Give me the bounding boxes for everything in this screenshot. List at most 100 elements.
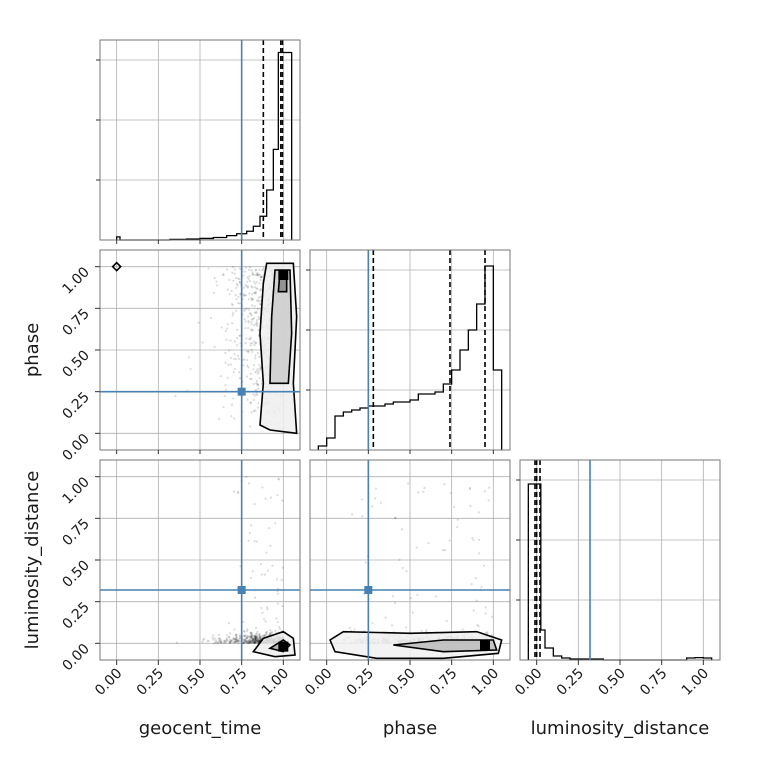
- scatter-point-geocent_time-phase-305: [231, 304, 234, 307]
- scatter-point-geocent_time-luminosity_distance-232: [251, 634, 254, 637]
- scatter-point-geocent_time-luminosity_distance-115: [280, 579, 283, 582]
- scatter-point-geocent_time-phase-490: [189, 367, 192, 370]
- scatter-point-geocent_time-phase-612: [255, 281, 258, 284]
- scatter-point-geocent_time-phase-296: [235, 358, 238, 361]
- scatter-point-geocent_time-phase-558: [256, 372, 259, 375]
- scatter-point-geocent_time-luminosity_distance-234: [229, 640, 233, 643]
- scatter-point-geocent_time-luminosity_distance-543: [252, 638, 255, 641]
- scatter-point-geocent_time-luminosity_distance-53: [234, 637, 238, 641]
- scatter-point-geocent_time-luminosity_distance-224: [237, 640, 240, 643]
- scatter-point-geocent_time-luminosity_distance-420: [232, 637, 236, 640]
- ytick-label-phase-1: 0.25: [59, 389, 92, 422]
- scatter-point-phase-luminosity_distance-240: [491, 615, 494, 618]
- xtick-label-phase-3: 0.75: [427, 666, 460, 699]
- scatter-point-geocent_time-phase-246: [222, 406, 225, 409]
- scatter-point-geocent_time-phase-469: [242, 364, 245, 367]
- scatter-point-geocent_time-phase-235: [245, 285, 248, 288]
- scatter-point-geocent_time-luminosity_distance-63: [265, 633, 268, 636]
- scatter-point-geocent_time-phase-11: [251, 317, 254, 321]
- scatter-point-geocent_time-luminosity_distance-130: [256, 630, 259, 633]
- scatter-point-geocent_time-luminosity_distance-196: [246, 639, 250, 642]
- scatter-point-geocent_time-phase-150: [255, 369, 258, 372]
- scatter-point-phase-luminosity_distance-384: [472, 609, 475, 612]
- scatter-point-geocent_time-luminosity_distance-478: [248, 641, 252, 644]
- scatter-point-geocent_time-phase-475: [236, 344, 239, 347]
- scatter-point-geocent_time-phase-422: [247, 327, 250, 330]
- scatter-point-geocent_time-luminosity_distance-282: [252, 641, 255, 644]
- scatter-point-geocent_time-phase-308: [258, 268, 261, 272]
- scatter-point-geocent_time-luminosity_distance-231: [251, 641, 255, 644]
- scatter-point-geocent_time-luminosity_distance-317: [233, 490, 236, 493]
- scatter-point-phase-luminosity_distance-427: [482, 564, 486, 568]
- scatter-point-geocent_time-phase-599: [259, 288, 262, 291]
- scatter-point-geocent_time-phase-18: [250, 329, 253, 332]
- scatter-point-geocent_time-luminosity_distance-578: [249, 631, 253, 634]
- scatter-point-geocent_time-phase-221: [262, 268, 265, 271]
- density-peak-phase-luminosity_distance: [480, 640, 490, 650]
- xtick-label-geocent_time-2: 0.50: [175, 666, 208, 699]
- scatter-point-geocent_time-luminosity_distance-23: [252, 641, 255, 644]
- scatter-point-geocent_time-luminosity_distance-57: [226, 633, 229, 637]
- scatter-point-geocent_time-luminosity_distance-564: [274, 522, 277, 525]
- scatter-point-geocent_time-phase-476: [224, 351, 227, 355]
- scatter-point-geocent_time-luminosity_distance-491: [255, 641, 259, 644]
- ytick-label-luminosity_distance-1: 0.25: [59, 599, 92, 632]
- scatter-point-phase-luminosity_distance-397: [471, 536, 474, 540]
- scatter-point-geocent_time-phase-306: [260, 275, 263, 278]
- grid-layer: [100, 40, 720, 660]
- scatter-point-geocent_time-luminosity_distance-636: [256, 639, 259, 642]
- scatter-point-geocent_time-phase-352: [254, 291, 257, 294]
- scatter-point-geocent_time-luminosity_distance-533: [269, 496, 272, 499]
- scatter-point-geocent_time-luminosity_distance-292: [253, 596, 257, 599]
- scatter-point-geocent_time-luminosity_distance-193: [260, 606, 263, 609]
- scatter-point-geocent_time-phase-585: [229, 339, 232, 342]
- scatter-point-geocent_time-luminosity_distance-295: [214, 639, 217, 642]
- scatter-point-geocent_time-phase-472: [256, 393, 259, 397]
- scatter-point-phase-luminosity_distance-179: [379, 501, 383, 504]
- scatter-point-phase-luminosity_distance-354: [455, 526, 459, 529]
- scatter-point-geocent_time-phase-219: [230, 357, 233, 360]
- scatter-point-geocent_time-phase-242: [253, 343, 256, 347]
- scatter-point-geocent_time-phase-493: [254, 354, 257, 357]
- scatter-point-geocent_time-luminosity_distance-343: [263, 573, 266, 576]
- truth-marker-geocent_time-luminosity_distance: [237, 586, 246, 594]
- scatter-point-geocent_time-luminosity_distance-545: [254, 641, 257, 644]
- scatter-point-geocent_time-luminosity_distance-251: [247, 539, 250, 542]
- scatter-point-geocent_time-phase-375: [244, 283, 247, 286]
- scatter-point-geocent_time-luminosity_distance-552: [217, 633, 221, 636]
- scatter-point-geocent_time-luminosity_distance-116: [255, 635, 258, 638]
- scatter-point-phase-luminosity_distance-164: [411, 611, 415, 614]
- scatter-point-geocent_time-phase-451: [252, 393, 255, 396]
- scatter-point-geocent_time-phase-101: [258, 317, 261, 321]
- scatter-point-phase-luminosity_distance-78: [477, 511, 480, 514]
- scatter-point-phase-luminosity_distance-525: [488, 486, 491, 489]
- scatter-point-geocent_time-phase-316: [224, 361, 227, 364]
- scatter-point-geocent_time-luminosity_distance-316: [254, 635, 257, 638]
- scatter-point-geocent_time-phase-372: [232, 371, 235, 374]
- scatter-point-geocent_time-phase-495: [255, 341, 258, 344]
- scatter-point-geocent_time-luminosity_distance-408: [261, 611, 264, 615]
- scatter-point-geocent_time-luminosity_distance-396: [259, 637, 262, 640]
- scatter-point-geocent_time-luminosity_distance-277: [253, 641, 256, 645]
- scatter-point-geocent_time-luminosity_distance-270: [252, 638, 255, 641]
- scatter-point-geocent_time-luminosity_distance-425: [250, 635, 253, 639]
- scatter-point-geocent_time-phase-480: [250, 297, 253, 300]
- scatter-point-geocent_time-luminosity_distance-639: [256, 640, 260, 643]
- scatter-point-phase-luminosity_distance-168: [394, 516, 397, 520]
- scatter-point-phase-luminosity_distance-18: [478, 538, 481, 541]
- scatter-point-geocent_time-phase-545: [253, 286, 257, 289]
- scatter-point-geocent_time-luminosity_distance-628: [254, 635, 257, 638]
- scatter-point-geocent_time-phase-120: [255, 299, 259, 302]
- scatter-point-phase-luminosity_distance-169: [469, 504, 472, 508]
- scatter-point-geocent_time-phase-634: [249, 372, 252, 375]
- histogram-luminosity_distance: [527, 483, 713, 661]
- scatter-point-geocent_time-luminosity_distance-44: [266, 608, 269, 611]
- scatter-point-geocent_time-phase-78: [256, 273, 259, 277]
- scatter-point-geocent_time-phase-272: [231, 322, 234, 325]
- scatter-point-geocent_time-phase-332: [235, 309, 238, 312]
- scatter-point-geocent_time-phase-137: [255, 324, 259, 327]
- scatter-point-geocent_time-phase-334: [254, 341, 257, 345]
- scatter-point-geocent_time-phase-516: [255, 382, 258, 385]
- scatter-point-geocent_time-luminosity_distance-388: [274, 629, 277, 632]
- scatter-point-geocent_time-luminosity_distance-220: [215, 640, 218, 643]
